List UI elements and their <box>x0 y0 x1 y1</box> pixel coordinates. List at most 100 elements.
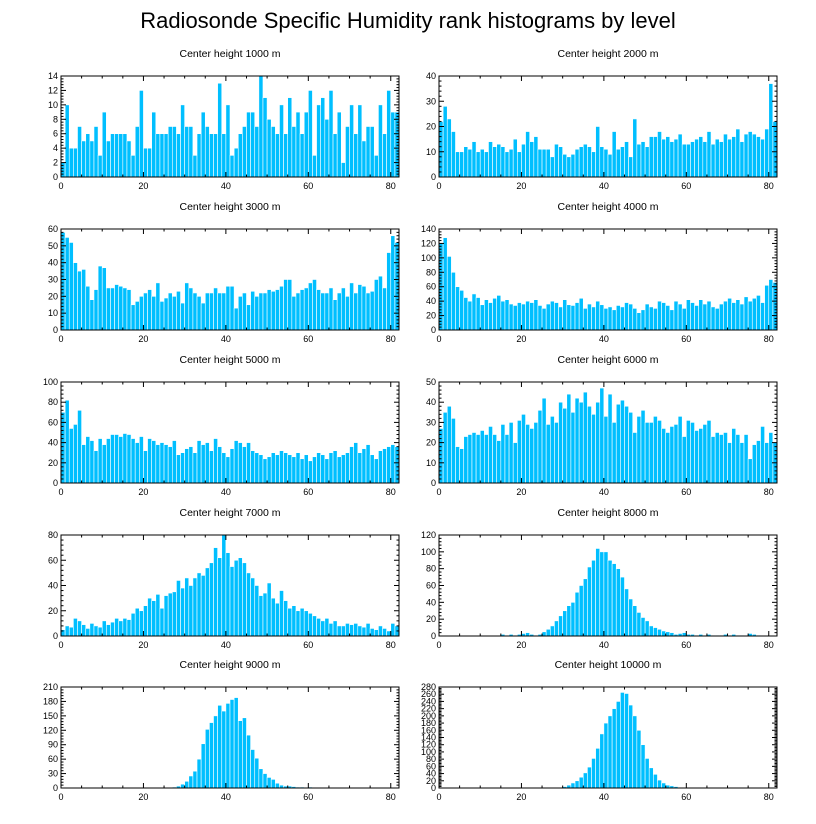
x-tick-label: 80 <box>764 487 774 497</box>
histogram-bar <box>324 292 330 331</box>
histogram-bar <box>735 299 741 331</box>
histogram-bar <box>500 300 506 331</box>
histogram-bar <box>378 104 383 178</box>
y-tick-label: 100 <box>421 253 436 263</box>
histogram-bar <box>677 416 683 484</box>
histogram-bar <box>345 623 350 637</box>
histogram-bar <box>279 285 284 331</box>
histogram-bar <box>291 605 297 637</box>
histogram-bar <box>283 452 289 484</box>
histogram-bar <box>85 628 91 637</box>
y-tick-label: 60 <box>426 282 436 292</box>
histogram-bar <box>159 607 165 637</box>
histogram-bar <box>213 287 218 331</box>
histogram-bar <box>233 440 239 484</box>
histogram-bar <box>475 151 481 178</box>
histogram-bar <box>595 548 601 637</box>
histogram-bar <box>603 416 609 484</box>
x-tick-label: 0 <box>58 487 63 497</box>
histogram-bar <box>118 436 124 484</box>
histogram-bar <box>628 704 634 789</box>
histogram-bar <box>295 111 301 178</box>
y-tick-label: 40 <box>426 769 436 779</box>
histogram-bar <box>582 578 588 637</box>
histogram-bar <box>549 416 555 484</box>
histogram-panel: Center height 7000 m 0 20 40 60 80 0 20 40 60 80 <box>48 507 400 650</box>
histogram-bar <box>644 758 650 789</box>
histogram-bar <box>673 424 679 484</box>
histogram-bar <box>89 140 95 178</box>
y-tick-label: 20 <box>426 122 436 132</box>
histogram-bar <box>139 296 144 331</box>
x-tick-label: 0 <box>436 487 441 497</box>
histogram-bar <box>582 772 588 789</box>
histogram-bar <box>204 729 210 789</box>
histogram-bar <box>151 440 157 484</box>
histogram-bar <box>698 299 704 331</box>
histogram-bar <box>496 295 502 331</box>
histogram-bar <box>455 286 460 331</box>
histogram-bar <box>386 630 392 637</box>
histogram-bar <box>587 566 592 637</box>
histogram-bar <box>266 289 272 331</box>
histogram-bar <box>143 450 148 484</box>
histogram-bar <box>607 306 613 331</box>
histogram-bar <box>176 454 181 484</box>
histogram-bar <box>139 436 144 484</box>
y-tick-label: 100 <box>421 747 436 757</box>
histogram-bar <box>714 138 720 178</box>
histogram-bar <box>463 436 469 484</box>
x-tick-label: 40 <box>599 792 609 802</box>
histogram-bar <box>143 605 148 637</box>
histogram-bar <box>554 143 559 178</box>
histogram-bar <box>578 146 584 178</box>
histogram-bar <box>73 147 78 178</box>
histogram-bar <box>484 151 489 178</box>
histogram-bar <box>706 420 712 484</box>
y-tick-label: 40 <box>48 438 58 448</box>
histogram-bar <box>324 618 330 637</box>
histogram-bar <box>200 111 206 178</box>
histogram-bar <box>159 301 165 331</box>
histogram-bar <box>653 308 658 331</box>
histogram-bar <box>213 547 218 637</box>
y-tick-label: 280 <box>421 682 436 692</box>
histogram-bar <box>93 450 99 484</box>
histogram-bar <box>727 442 732 484</box>
histogram-bar <box>451 271 456 331</box>
histogram-bar <box>632 605 638 637</box>
histogram-bar <box>632 308 638 331</box>
histogram-bar <box>394 446 400 484</box>
histogram-bar <box>171 126 177 178</box>
histogram-bar <box>554 302 559 331</box>
y-tick-label: 20 <box>48 458 58 468</box>
histogram-bar <box>258 595 264 637</box>
histogram-bar <box>603 308 609 331</box>
histogram-bar <box>287 607 293 637</box>
histogram-bar <box>669 632 675 637</box>
histogram-bar <box>446 405 452 484</box>
histogram-bar <box>143 147 148 178</box>
x-tick-label: 20 <box>138 181 148 191</box>
histogram-bar <box>537 305 543 331</box>
histogram-bar <box>81 444 87 484</box>
y-tick-label: 50 <box>426 377 436 387</box>
y-tick-label: 200 <box>421 711 436 721</box>
histogram-bar <box>756 136 761 178</box>
histogram-bar <box>669 426 675 484</box>
histogram-bar <box>225 552 231 637</box>
histogram-bar <box>545 628 551 637</box>
histogram-bar <box>332 450 338 484</box>
histogram-bar <box>192 577 198 637</box>
histogram-bar <box>648 625 654 637</box>
histogram-bar <box>574 397 580 484</box>
histogram-bar <box>64 237 70 331</box>
y-tick-label: 0 <box>431 478 436 488</box>
histogram-bar <box>171 440 177 484</box>
histogram-bar <box>106 140 111 178</box>
histogram-bar <box>283 133 289 178</box>
histogram-bar <box>155 133 161 178</box>
histogram-bar <box>147 289 152 331</box>
histogram-bar <box>192 292 198 331</box>
histogram-bar <box>373 458 379 484</box>
